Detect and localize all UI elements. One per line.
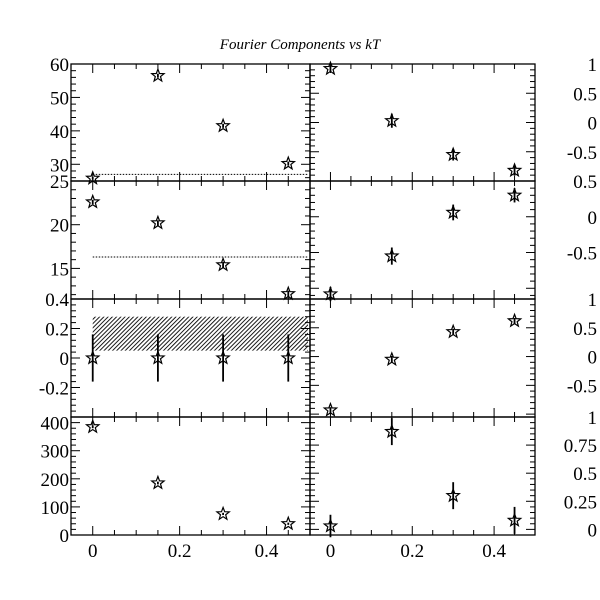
data-point-star	[84, 193, 101, 209]
y-tick-label: -0.5	[567, 376, 597, 397]
data-point-star	[384, 112, 400, 128]
panel-frame	[309, 298, 536, 418]
y-tick-label: 60	[50, 55, 69, 76]
data-point-star	[150, 349, 166, 365]
panel-second-left: 25 20 15	[50, 172, 311, 301]
panel-bottom-right: 1 0.75 0.5 0.25 0 0 0.2 0.4	[309, 408, 598, 562]
y-tick-label: 300	[41, 442, 70, 463]
panel-top-right: 1 0.5 0 -0.5	[309, 55, 598, 182]
data-point-star	[322, 285, 339, 301]
data-point-star	[506, 512, 523, 528]
y-tick-label: 0	[588, 208, 598, 229]
y-tick-label: 0	[60, 526, 70, 547]
data-point-star	[445, 146, 461, 162]
panel-frame	[309, 63, 536, 182]
y-tick-label: 0.5	[573, 84, 597, 105]
panel-frame	[70, 180, 311, 300]
x-tick-label: 0	[326, 541, 336, 562]
y-tick-label: 0.4	[45, 290, 69, 311]
data-point-star	[280, 155, 297, 171]
panel-top-left: 60 50 40 30	[50, 55, 311, 185]
x-tick-label: 0	[88, 541, 98, 562]
y-tick-label: 0.5	[573, 319, 597, 340]
data-point-star	[506, 187, 523, 202]
y-tick-label: 15	[50, 259, 69, 280]
data-point-star	[215, 505, 231, 521]
y-tick-label: 0	[588, 520, 598, 541]
x-tick-label: 0.4	[482, 541, 506, 562]
data-point-star	[445, 487, 461, 503]
panel-frame	[70, 416, 311, 536]
y-tick-label: 1	[588, 55, 598, 76]
chart-title: Fourier Components vs kT	[219, 37, 382, 53]
y-tick-label: 1	[588, 408, 598, 429]
panel-third-left: 0.4 0.2 0 -0.2	[39, 290, 311, 418]
x-tick-label: 0.4	[255, 541, 279, 562]
data-point-star	[150, 474, 166, 490]
panel-second-right: 0.5 0 -0.5	[309, 172, 598, 302]
data-point-star	[215, 117, 231, 133]
panel-frame	[70, 63, 311, 182]
data-point-star	[506, 312, 523, 328]
data-point-star	[280, 285, 297, 301]
y-tick-label: 0.25	[564, 492, 597, 513]
x-tick-label: 0.2	[168, 541, 192, 562]
y-tick-label: 0.2	[45, 320, 69, 341]
y-tick-label: -0.2	[39, 379, 69, 400]
data-point-star	[84, 349, 101, 365]
y-tick-label: 30	[50, 155, 69, 176]
y-tick-label: 0.5	[573, 172, 597, 193]
data-point-star	[84, 418, 101, 434]
data-point-star	[322, 60, 339, 76]
y-tick-label: 0	[588, 114, 598, 135]
y-tick-label: 0.5	[573, 464, 597, 485]
y-tick-label: 400	[41, 414, 70, 435]
y-tick-label: 50	[50, 88, 69, 109]
data-point-star	[445, 323, 461, 339]
panel-third-right: 1 0.5 0 -0.5	[309, 290, 598, 418]
y-tick-label: 0	[60, 349, 70, 370]
data-point-star	[506, 162, 523, 178]
y-tick-label: -0.5	[567, 143, 597, 164]
y-tick-label: 1	[588, 290, 598, 311]
y-tick-label: -0.5	[567, 244, 597, 265]
panel-frame	[309, 180, 536, 300]
data-point-star	[215, 349, 231, 365]
data-point-star	[384, 247, 400, 263]
x-tick-label: 0.2	[400, 541, 424, 562]
y-tick-label: 0.75	[564, 436, 597, 457]
y-tick-label: 40	[50, 122, 69, 143]
y-tick-label: 20	[50, 216, 69, 237]
y-tick-label: 0	[588, 348, 598, 369]
data-point-star	[445, 204, 461, 220]
data-point-star	[384, 351, 400, 367]
uncertainty-band	[92, 316, 309, 351]
panel-grid: 60 50 40 30 1 0.5 0 -0.5 25 20 15 0.5 0 -0.5 0.4 0.2 0 -0…	[39, 55, 597, 562]
panel-bottom-left: 400 300 200 100 00 0.2 0.4	[41, 414, 311, 562]
data-point-star	[280, 515, 297, 531]
data-point-star	[322, 517, 339, 533]
y-tick-label: 200	[41, 470, 70, 491]
data-point-star	[280, 349, 297, 365]
data-point-star	[150, 67, 166, 83]
data-point-star	[384, 423, 400, 439]
data-point-star	[150, 214, 166, 230]
y-tick-label: 25	[50, 172, 69, 193]
data-point-star	[322, 401, 339, 417]
y-tick-label: 100	[41, 498, 70, 519]
data-point-star	[215, 256, 231, 272]
panel-frame	[309, 416, 536, 536]
